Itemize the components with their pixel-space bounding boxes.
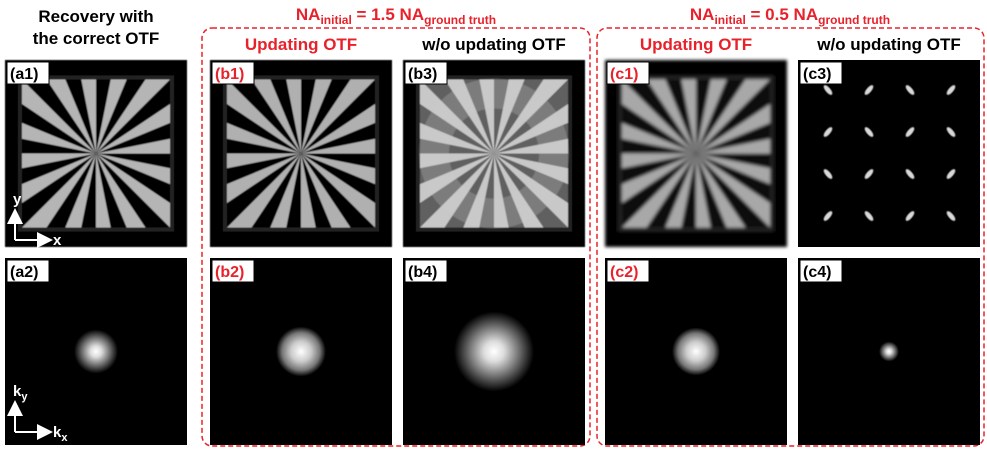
title-part: = 0.5 NA [746, 5, 818, 24]
otf-spot [74, 330, 118, 374]
column-header: w/o updating OTF [816, 35, 961, 54]
group-title: NAinitial = 1.5 NAground truth [296, 5, 496, 27]
otf-spot [454, 312, 534, 392]
panel-label: (c3) [803, 66, 831, 83]
title-part: = 1.5 NA [352, 5, 424, 24]
column-title: Recovery with [38, 7, 153, 26]
title-part: NA [690, 5, 715, 24]
otf-spot [672, 328, 720, 376]
panel-label: (b1) [215, 66, 244, 83]
panel-label: (c1) [610, 66, 638, 83]
panel-label: (a2) [10, 264, 38, 281]
column-title: the correct OTF [33, 29, 160, 48]
group-title: NAinitial = 0.5 NAground truth [690, 5, 890, 27]
column-header: Updating OTF [245, 35, 357, 54]
panel-label: (b3) [408, 66, 437, 83]
column-header: Updating OTF [640, 35, 752, 54]
axis-label: x [53, 232, 62, 249]
panel-label: (a1) [10, 66, 38, 83]
subscript: ground truth [424, 13, 496, 27]
otf-spot [879, 342, 899, 362]
subscript: ground truth [818, 13, 890, 27]
panel-label: (b4) [408, 264, 437, 281]
panel-label: (c4) [803, 264, 831, 281]
column-header: w/o updating OTF [421, 35, 566, 54]
figure: Recovery withthe correct OTFNAinitial = … [0, 0, 987, 450]
subscript: initial [320, 13, 351, 27]
otf-spot [276, 327, 326, 377]
subscript: y [21, 391, 28, 403]
panel-label: (b2) [215, 264, 244, 281]
panel-label: (c2) [610, 264, 638, 281]
axis-label: y [13, 191, 22, 208]
title-part: NA [296, 5, 321, 24]
subscript: x [61, 432, 68, 444]
subscript: initial [714, 13, 745, 27]
